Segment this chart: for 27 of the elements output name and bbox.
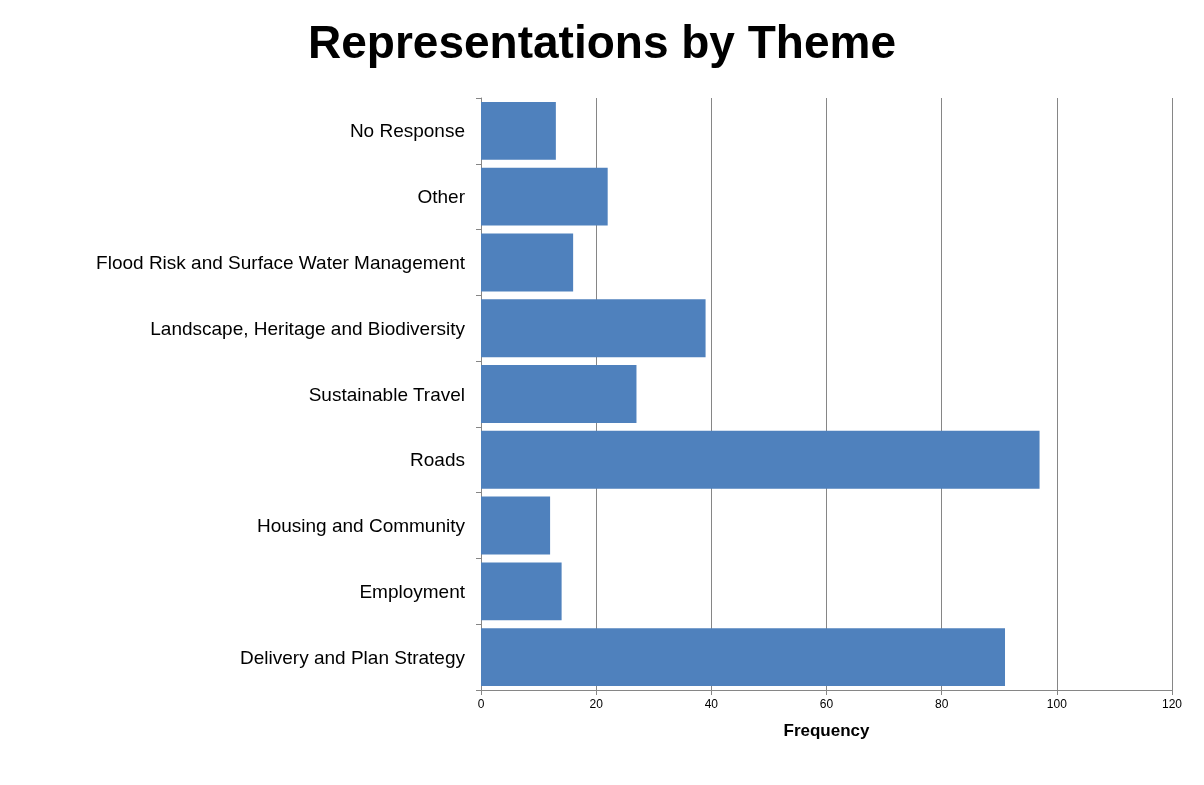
x-tick-label: 40	[704, 697, 719, 711]
bar	[481, 496, 551, 555]
y-tick-label: Landscape, Heritage and Biodiversity	[150, 317, 466, 339]
bar	[481, 167, 608, 226]
x-tick-label: 0	[477, 697, 485, 711]
bar	[481, 430, 1040, 489]
y-tick-label: No Response	[349, 120, 465, 142]
y-tick-label: Employment	[359, 580, 466, 602]
x-tick-label: 120	[1161, 697, 1183, 711]
chart-title: Representations by Theme	[308, 16, 896, 68]
bar	[481, 101, 556, 160]
bar	[481, 628, 1006, 687]
y-tick-label: Delivery and Plan Strategy	[240, 646, 466, 668]
bar	[481, 365, 637, 423]
bar	[481, 562, 562, 621]
x-axis-title: Frequency	[783, 721, 871, 740]
bar	[481, 233, 574, 292]
bar	[481, 299, 706, 358]
x-tick-label: 80	[934, 697, 949, 711]
y-tick-label: Roads	[410, 449, 465, 471]
y-tick-label: Sustainable Travel	[308, 383, 465, 405]
x-tick-label: 20	[589, 697, 604, 711]
x-tick-label: 60	[819, 697, 834, 711]
x-tick-label: 100	[1046, 697, 1068, 711]
y-tick-label: Flood Risk and Surface Water Management	[96, 251, 466, 273]
y-tick-label: Other	[417, 186, 466, 208]
y-tick-label: Housing and Community	[256, 515, 466, 537]
